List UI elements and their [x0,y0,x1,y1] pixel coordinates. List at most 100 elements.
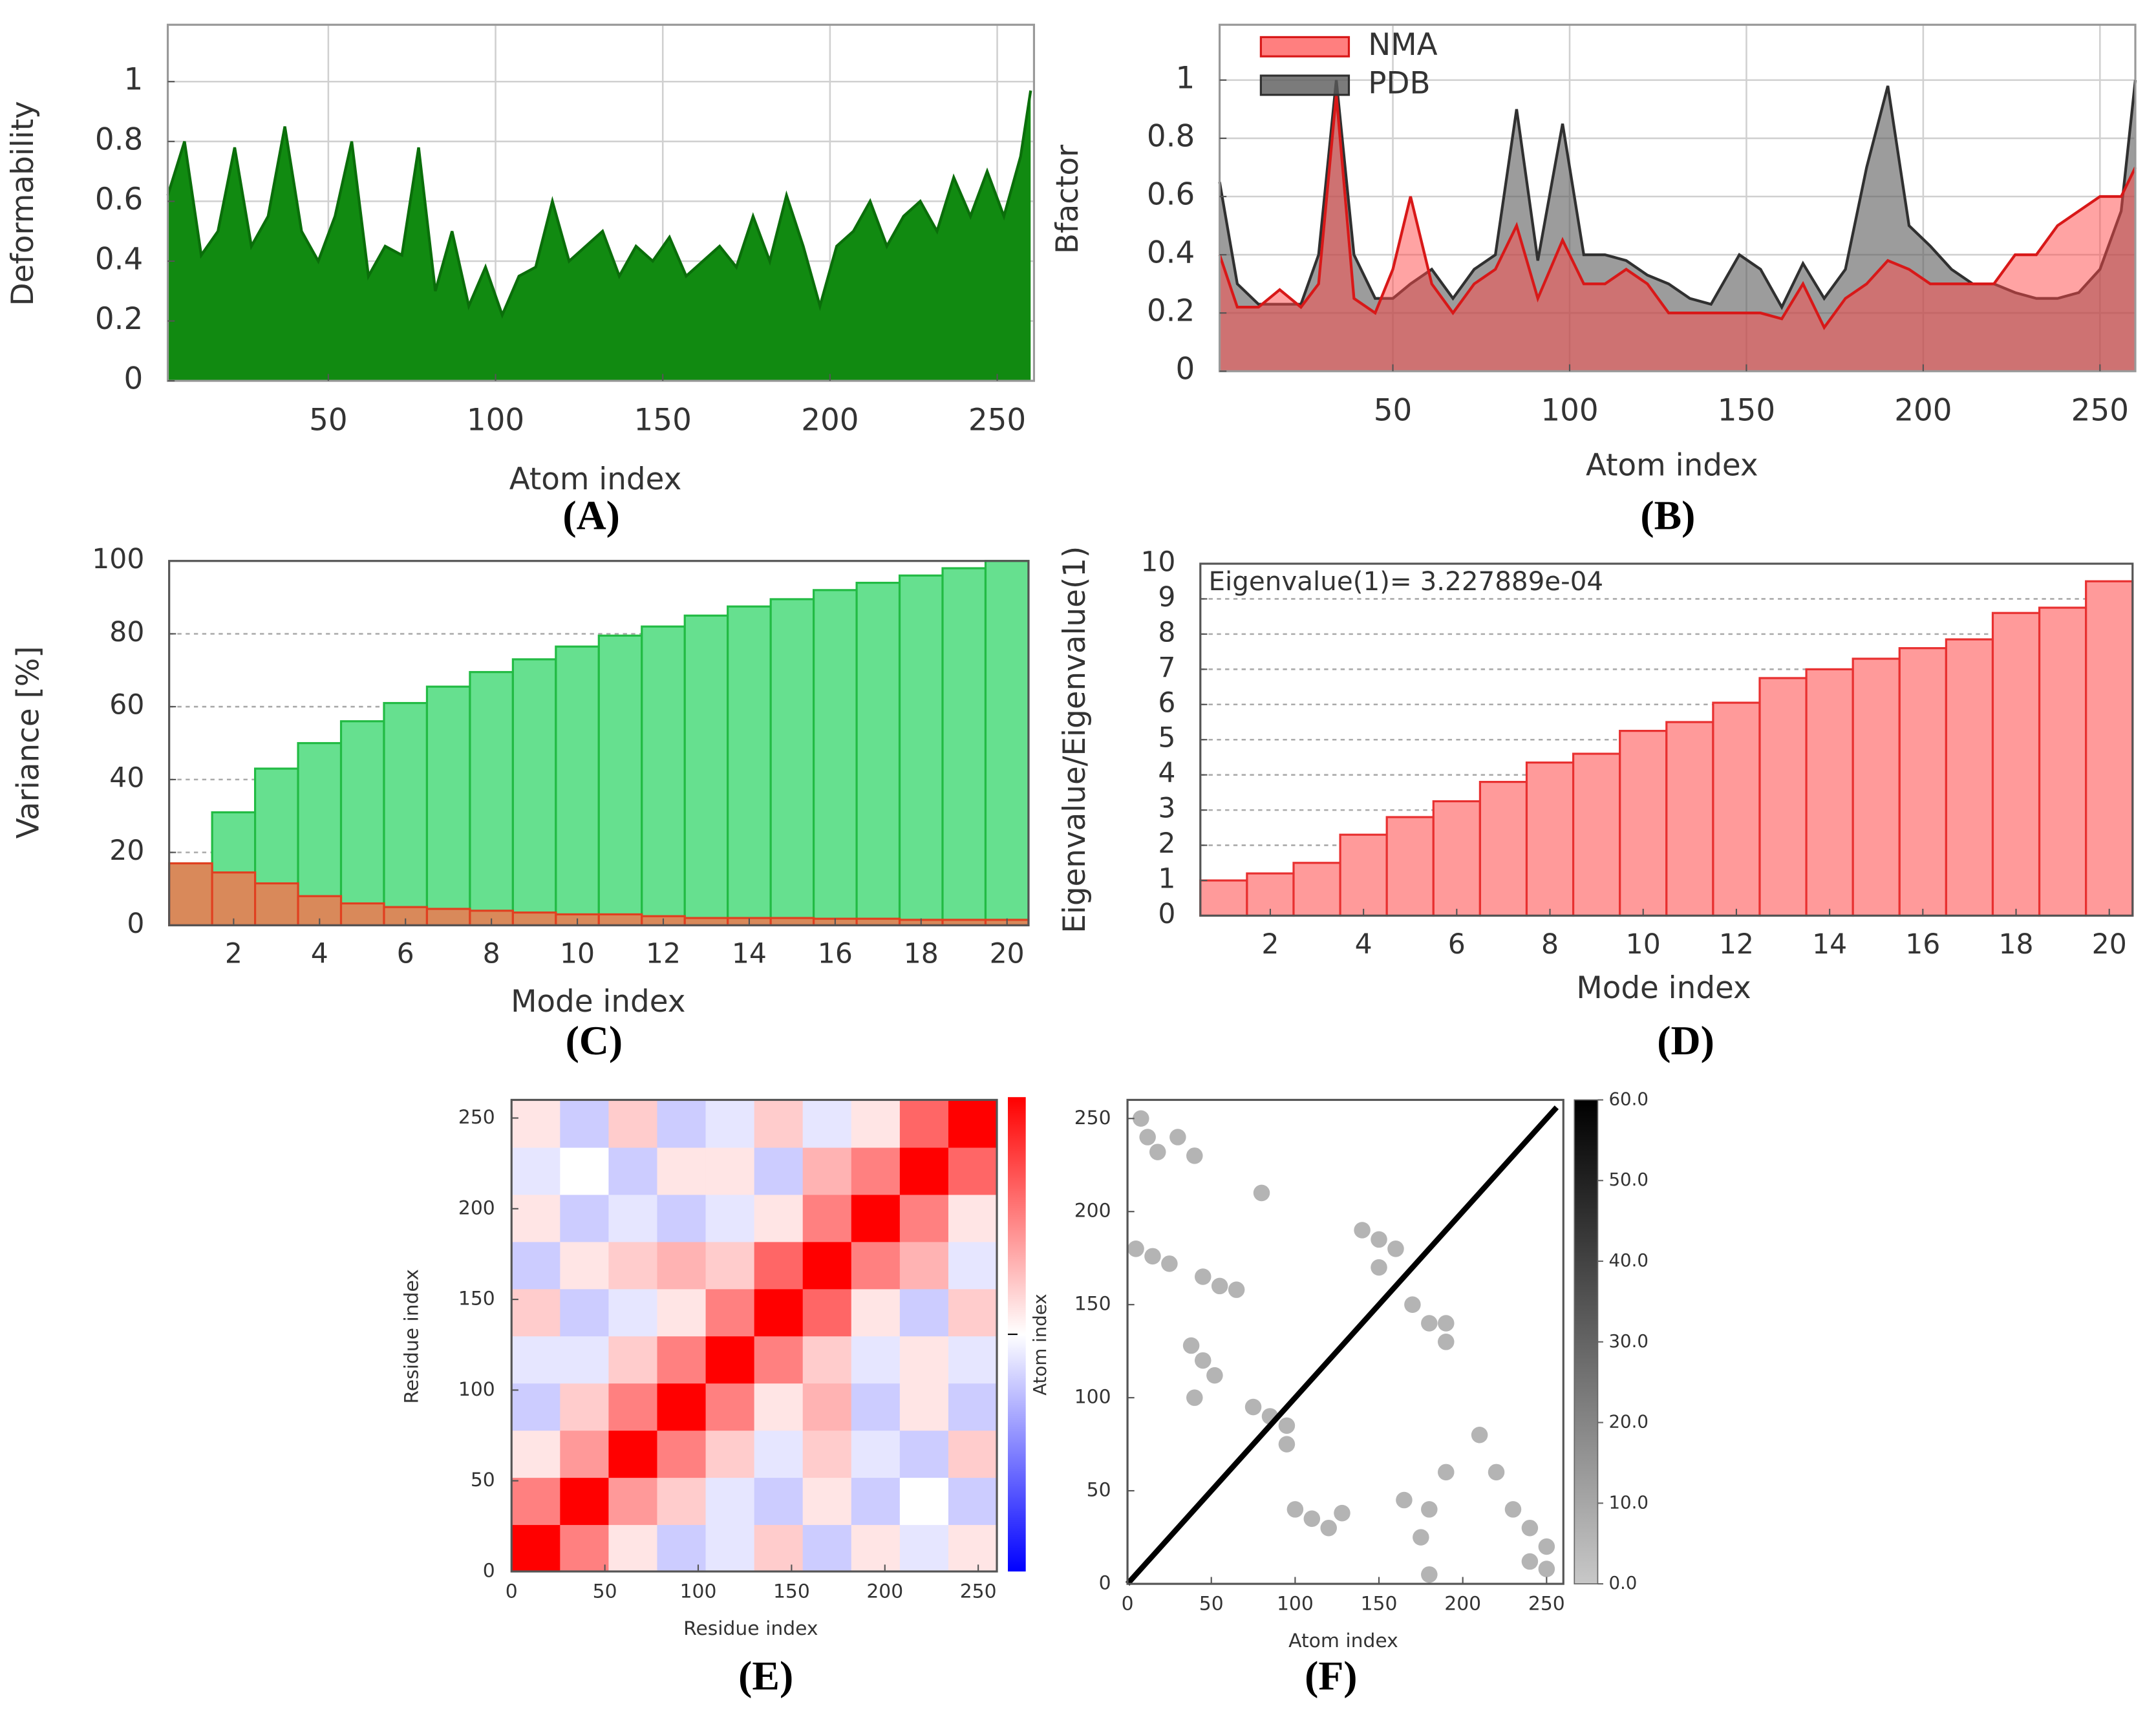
contact-point [1354,1222,1371,1239]
y-tick-label: 250 [1074,1107,1111,1129]
bar [727,605,772,926]
heat-cell [948,1194,998,1242]
bar [1292,862,1341,917]
heat-cell [948,1336,998,1384]
y-tick-label: 0 [1099,1572,1111,1595]
heat-cell [560,1288,610,1337]
bar [813,589,858,926]
line [1218,94,2137,330]
bar [1525,762,1575,917]
x-tick-label: 16 [1905,929,1940,961]
heat-cell [511,1147,561,1195]
bar [2038,606,2087,917]
heat-cell [657,1100,707,1148]
y-tick-label: 0.6 [1147,178,1195,213]
contact-point [1371,1259,1387,1276]
heat-cell [754,1288,804,1337]
y-tick-label: 0.6 [95,182,143,217]
heat-cell [608,1194,658,1242]
x-tick-label: 0 [506,1580,518,1603]
heat-cell [511,1383,561,1431]
contact-point [1244,1398,1262,1416]
heat-cell [657,1336,707,1384]
bar [683,917,729,926]
heat-cell [511,1100,561,1148]
x-tick-label: 4 [311,939,328,970]
heat-cell [608,1383,658,1431]
bar [555,645,600,926]
heat-cell [802,1194,852,1242]
bar [1945,638,1994,917]
contact-point [1228,1281,1245,1298]
contact-point [1149,1144,1166,1160]
y-tick-label: 4 [1158,758,1175,789]
y-axis-label: Deformability [6,101,41,306]
contact-point [1144,1248,1161,1265]
heat-cell [608,1477,658,1526]
annotation: Eigenvalue(1)= 3.227889e-04 [1209,566,1604,597]
x-tick-label: 200 [866,1580,903,1603]
legend-swatch [1259,74,1350,96]
heat-cell [657,1430,707,1478]
bar [339,902,385,926]
contact-point [1404,1296,1421,1313]
bar [1898,647,1947,917]
heat-cell [948,1430,998,1478]
heat-cell [948,1383,998,1431]
bar [1385,816,1435,917]
y-tick-label: 3 [1158,793,1175,825]
heat-cell [705,1100,755,1148]
heat-cell [705,1241,755,1290]
colorbar-label: Atom index [1029,1294,1051,1395]
heat-cell [608,1524,658,1573]
heat-cell [899,1430,950,1478]
heat-cell [511,1524,561,1573]
x-axis-label: Atom index [1586,449,1758,484]
y-tick-label: 1 [1176,61,1195,96]
heat-cell [705,1194,755,1242]
x-tick-label: 20 [2092,929,2127,961]
contact-point [1320,1519,1337,1537]
contact-point [1437,1315,1455,1332]
contact-point [1194,1352,1211,1369]
y-tick-label: 200 [1074,1200,1111,1222]
contact-point [1538,1561,1555,1577]
heat-cell [851,1100,901,1148]
bar [339,720,385,926]
contact-point [1253,1184,1270,1202]
heat-cell [754,1430,804,1478]
bar [597,634,643,926]
x-tick-label: 18 [904,939,939,970]
x-tick-label: 18 [1998,929,2033,961]
y-tick-label: 8 [1158,617,1175,648]
heat-cell [560,1336,610,1384]
contact-point [1133,1110,1149,1127]
plot-frame [168,560,1030,926]
heat-cell [754,1524,804,1573]
heat-cell [657,1147,707,1195]
heat-cell [511,1336,561,1384]
line [166,90,1032,319]
heat-cell [754,1477,804,1526]
contact-point [1538,1538,1555,1555]
heat-cell [608,1336,658,1384]
x-tick-label: 250 [2071,394,2129,429]
y-tick-label: 100 [1074,1386,1111,1409]
panel-label: (B) [1640,493,1695,538]
contact-point [1413,1529,1429,1546]
x-tick-label: 150 [1361,1593,1398,1615]
bar [1758,677,1808,917]
heat-cell [899,1194,950,1242]
heat-cell [802,1100,852,1148]
x-axis-label: Atom index [509,462,682,497]
x-tick-label: 2 [225,939,242,970]
x-tick-label: 100 [680,1580,717,1603]
x-tick-label: 150 [773,1580,810,1603]
y-tick-label: 0 [123,362,143,397]
x-tick-label: 250 [1528,1593,1565,1615]
heat-cell [560,1383,610,1431]
y-tick-label: 9 [1158,582,1175,613]
bar [469,671,514,926]
contact-point [1169,1129,1186,1145]
